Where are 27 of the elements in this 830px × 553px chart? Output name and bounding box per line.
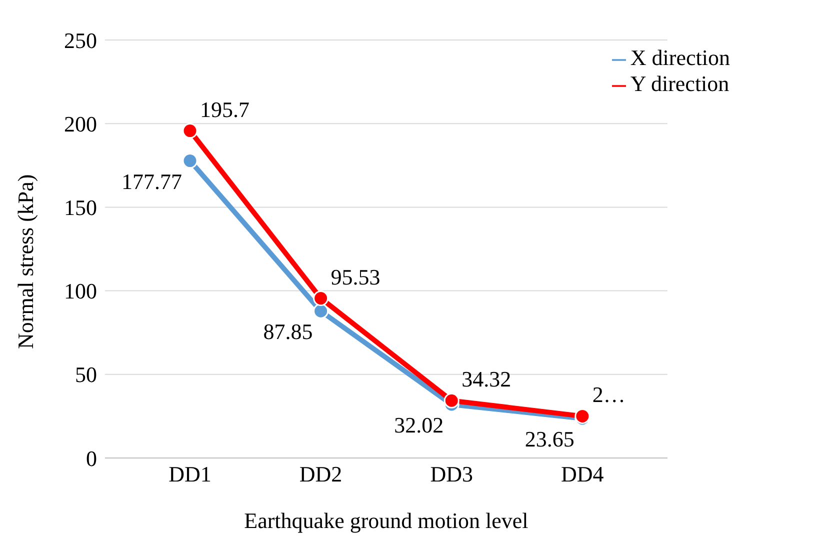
point — [313, 290, 329, 306]
x-axis-title: Earthquake ground motion level — [244, 508, 528, 533]
y-tick-label: 0 — [86, 446, 97, 471]
point — [313, 303, 329, 319]
point — [182, 153, 198, 169]
legend-label: X direction — [630, 45, 730, 70]
x-tick-label: DD4 — [561, 462, 604, 487]
y-axis-title: Normal stress (kPa) — [12, 174, 38, 349]
y-tick-label: 250 — [64, 28, 97, 53]
legend-label: Y direction — [630, 71, 730, 96]
data-label: 195.7 — [200, 96, 250, 122]
point — [182, 123, 198, 139]
x-tick-label: DD2 — [299, 462, 342, 487]
y-tick-label: 200 — [64, 111, 97, 136]
data-label: 23.65 — [524, 426, 574, 452]
data-label: 2… — [592, 382, 626, 408]
y-tick-label: 150 — [64, 195, 97, 220]
data-label: 177.77 — [122, 168, 182, 194]
point — [444, 392, 460, 408]
data-label: 87.85 — [263, 319, 313, 344]
y-tick-label: 50 — [75, 362, 97, 388]
data-label: 95.53 — [330, 264, 380, 290]
data-label: 34.32 — [462, 366, 512, 392]
y-tick-label: 100 — [64, 278, 97, 304]
data-label: 32.02 — [394, 412, 444, 438]
x-tick-label: DD3 — [430, 462, 473, 487]
x-tick-label: DD1 — [168, 462, 212, 487]
